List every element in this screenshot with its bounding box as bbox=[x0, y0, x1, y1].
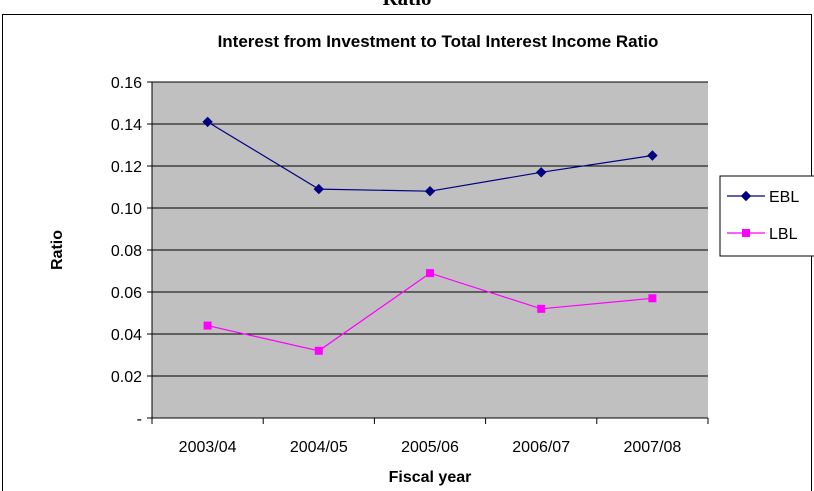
y-tick-label: 0.02 bbox=[111, 369, 142, 386]
data-point-lbl bbox=[648, 294, 657, 303]
data-point-lbl bbox=[426, 269, 434, 278]
data-point-ebl bbox=[202, 116, 213, 128]
x-axis-label: Fiscal year bbox=[389, 469, 472, 486]
y-axis-label: Ratio bbox=[49, 230, 66, 270]
x-tick-label: 2003/04 bbox=[179, 439, 237, 456]
chart-title: Interest from Investment to Total Intere… bbox=[218, 32, 659, 51]
x-tick-label: 2006/07 bbox=[512, 439, 570, 456]
data-point-ebl bbox=[535, 167, 547, 178]
y-tick-label: 0.14 bbox=[111, 117, 142, 134]
y-tick-label: - bbox=[137, 411, 142, 428]
legend-marker-ebl bbox=[740, 190, 752, 202]
legend-label-lbl: LBL bbox=[769, 226, 798, 243]
legend-marker-lbl bbox=[742, 229, 750, 237]
data-point-lbl bbox=[314, 346, 323, 355]
x-tick-label: 2004/05 bbox=[290, 439, 348, 456]
legend-box bbox=[719, 175, 814, 257]
y-tick-label: 0.10 bbox=[111, 201, 142, 218]
y-tick-label: 0.16 bbox=[111, 75, 142, 92]
y-tick-label: 0.12 bbox=[111, 159, 142, 176]
legend-label-ebl: EBL bbox=[769, 189, 799, 206]
data-point-lbl bbox=[537, 304, 546, 313]
page-caption-fragment: Ratio bbox=[0, 0, 814, 11]
data-point-ebl bbox=[313, 183, 325, 195]
x-tick-label: 2007/08 bbox=[623, 439, 681, 456]
data-point-ebl bbox=[647, 150, 658, 161]
y-tick-label: 0.08 bbox=[111, 243, 142, 260]
y-tick-label: 0.06 bbox=[111, 285, 142, 302]
data-point-ebl bbox=[424, 185, 436, 197]
data-point-lbl bbox=[203, 321, 212, 330]
y-tick-label: 0.04 bbox=[111, 327, 142, 344]
x-tick-label: 2005/06 bbox=[401, 439, 459, 456]
